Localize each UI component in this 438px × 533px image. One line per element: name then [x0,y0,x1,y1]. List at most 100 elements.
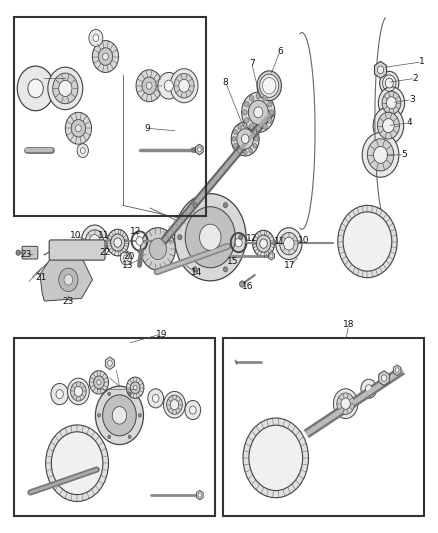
Circle shape [53,73,78,104]
Circle shape [385,78,393,88]
Circle shape [133,385,137,390]
Circle shape [46,425,109,502]
Polygon shape [40,257,92,301]
Circle shape [337,393,354,414]
Circle shape [284,237,294,250]
Circle shape [185,207,235,268]
Polygon shape [196,490,203,500]
Circle shape [51,432,103,495]
Circle shape [223,266,228,272]
Text: 23: 23 [63,296,74,305]
Bar [223,338,424,516]
Circle shape [89,370,109,394]
Circle shape [111,234,125,251]
Circle shape [263,124,267,129]
Circle shape [378,87,405,119]
Text: 23: 23 [20,250,32,259]
Circle shape [163,391,185,418]
Circle shape [71,119,85,137]
Polygon shape [196,144,203,155]
Polygon shape [393,365,401,375]
Circle shape [256,235,271,252]
Circle shape [200,224,221,251]
Circle shape [235,238,242,247]
Circle shape [108,435,111,439]
Circle shape [243,109,247,115]
Circle shape [253,230,275,257]
Circle shape [136,237,143,245]
Circle shape [383,118,394,133]
Circle shape [170,69,198,103]
Circle shape [107,360,112,366]
Circle shape [237,128,254,149]
Circle shape [223,203,228,208]
Circle shape [148,389,163,408]
Circle shape [136,70,162,102]
Circle shape [59,268,78,292]
Circle shape [17,66,54,111]
Circle shape [238,148,242,153]
Circle shape [95,386,144,445]
Circle shape [243,123,247,128]
Text: 2: 2 [413,74,418,83]
Circle shape [149,238,166,260]
Text: 4: 4 [406,118,412,127]
Circle shape [238,125,242,130]
Circle shape [280,232,298,255]
Circle shape [231,122,259,156]
Circle shape [185,400,201,419]
Circle shape [158,72,180,99]
Circle shape [253,143,257,148]
Text: 1: 1 [419,58,425,66]
Text: 20: 20 [123,253,134,261]
Circle shape [249,124,254,129]
Circle shape [343,212,392,271]
Circle shape [28,79,43,98]
Circle shape [124,255,128,261]
Text: 19: 19 [155,329,167,338]
Circle shape [243,150,247,155]
Circle shape [395,368,399,373]
Circle shape [67,378,89,405]
Circle shape [242,92,275,133]
Circle shape [249,148,253,153]
Circle shape [102,53,108,60]
Circle shape [240,281,245,287]
Circle shape [378,112,399,139]
Circle shape [378,66,384,74]
Text: 6: 6 [277,47,283,55]
Circle shape [128,392,131,395]
Text: 13: 13 [123,261,134,270]
Circle shape [102,395,136,436]
Circle shape [85,230,104,252]
FancyBboxPatch shape [22,246,38,259]
Circle shape [89,235,100,247]
Circle shape [239,235,243,240]
Circle shape [257,71,282,101]
Circle shape [164,80,173,91]
Circle shape [107,229,129,256]
Text: 3: 3 [409,95,415,104]
Circle shape [263,95,267,101]
FancyBboxPatch shape [49,240,105,260]
Circle shape [244,118,249,123]
Circle shape [131,382,140,393]
Circle shape [193,266,197,272]
Circle shape [93,34,99,42]
Circle shape [244,101,249,107]
Circle shape [381,375,387,382]
Text: 9: 9 [144,124,150,133]
Circle shape [146,82,152,89]
Circle shape [233,130,237,134]
Circle shape [141,228,175,270]
Circle shape [59,80,72,96]
Circle shape [179,79,189,92]
Circle shape [374,147,388,163]
Circle shape [98,48,113,65]
Circle shape [74,386,82,397]
Text: 8: 8 [223,77,229,86]
Text: 12: 12 [131,228,142,237]
Circle shape [365,385,372,393]
Circle shape [249,95,254,101]
Circle shape [198,493,201,497]
